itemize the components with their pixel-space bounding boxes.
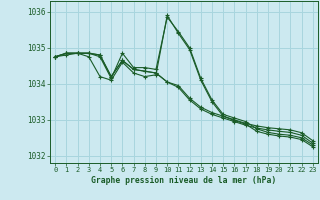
X-axis label: Graphe pression niveau de la mer (hPa): Graphe pression niveau de la mer (hPa) [92,176,276,185]
